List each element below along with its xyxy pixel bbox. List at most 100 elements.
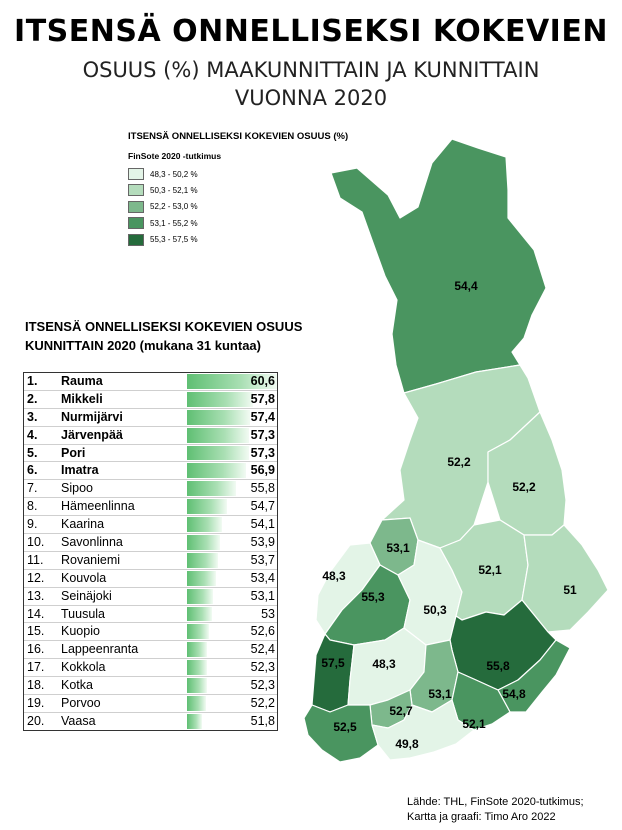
legend-swatch <box>128 233 144 246</box>
value-bar <box>187 391 254 407</box>
value-label: 51,8 <box>250 713 275 728</box>
legend-label: 48,3 - 50,2 % <box>150 169 198 179</box>
value-label: 52,6 <box>250 624 275 639</box>
legend-title: ITSENSÄ ONNELLISEKSI KOKEVIEN OSUUS (%) <box>128 131 349 142</box>
value-label: 57,3 <box>250 445 275 460</box>
value-label: 52,3 <box>250 660 275 675</box>
legend-item: 48,3 - 50,2 % <box>128 166 198 182</box>
region-label: 52,2 <box>512 480 536 494</box>
value-cell: 52,3 <box>187 659 277 676</box>
value-bar <box>187 588 214 604</box>
value-label: 57,8 <box>250 391 275 406</box>
table-row: 8. Hämeenlinna 54,7 <box>24 498 277 517</box>
rank-cell: 10. <box>27 535 45 550</box>
municipality-cell: Hämeenlinna <box>61 499 135 514</box>
rank-cell: 8. <box>27 499 38 514</box>
table-row: 1. Rauma 60,6 <box>24 373 277 391</box>
value-label: 55,8 <box>250 481 275 496</box>
value-label: 57,4 <box>250 409 275 424</box>
table-row: 16. Lappeenranta 52,4 <box>24 641 277 660</box>
value-label: 53 <box>261 606 275 621</box>
legend-item: 53,1 - 55,2 % <box>128 215 198 231</box>
value-bar <box>187 552 219 568</box>
region-satakunta <box>311 633 355 713</box>
value-label: 53,4 <box>250 570 275 585</box>
value-cell: 54,7 <box>187 498 277 515</box>
value-bar <box>187 481 237 497</box>
value-label: 54,1 <box>250 517 275 532</box>
region-label: 54,8 <box>502 687 526 701</box>
value-cell: 53,9 <box>187 534 277 551</box>
value-cell: 51,8 <box>187 713 277 730</box>
legend-swatch <box>128 168 144 180</box>
region-label: 51 <box>563 583 577 597</box>
region-label: 49,8 <box>395 737 419 751</box>
legend-label: 55,3 - 57,5 % <box>150 235 198 245</box>
value-bar <box>187 517 222 533</box>
source-line-1: Lähde: THL, FinSote 2020-tutkimus; <box>407 796 584 808</box>
source-note: Lähde: THL, FinSote 2020-tutkimus; Kartt… <box>407 795 584 825</box>
source-line-2: Kartta ja graafi: Timo Aro 2022 <box>407 811 556 823</box>
table-title-line-1: ITSENSÄ ONNELLISEKSI KOKEVIEN OSUUS <box>25 319 303 334</box>
region-label: 52,7 <box>389 704 413 718</box>
value-cell: 52,6 <box>187 623 277 640</box>
region-pohjois-karjala <box>521 524 609 633</box>
region-label: 53,1 <box>386 541 410 555</box>
table-row: 9. Kaarina 54,1 <box>24 516 277 535</box>
table-row: 11. Rovaniemi 53,7 <box>24 552 277 570</box>
value-cell: 52,3 <box>187 677 277 694</box>
value-label: 53,9 <box>250 535 275 550</box>
table-row: 3. Nurmijärvi 57,4 <box>24 409 277 427</box>
value-cell: 56,9 <box>187 462 277 479</box>
rank-cell: 2. <box>27 391 38 406</box>
value-cell: 57,4 <box>187 409 277 426</box>
table-row: 20. Vaasa 51,8 <box>24 713 277 730</box>
table-row: 4. Järvenpää 57,3 <box>24 427 277 445</box>
region-label: 57,5 <box>321 656 345 670</box>
subtitle-line-2: VUONNA 2020 <box>234 86 388 110</box>
value-cell: 57,8 <box>187 391 277 408</box>
region-label: 54,4 <box>454 279 478 293</box>
table-row: 5. Pori 57,3 <box>24 445 277 463</box>
table-row: 18. Kotka 52,3 <box>24 677 277 696</box>
value-bar <box>187 642 208 658</box>
municipality-cell: Savonlinna <box>61 535 123 550</box>
municipality-cell: Kaarina <box>61 517 105 532</box>
value-bar <box>187 624 210 640</box>
value-bar <box>187 499 227 515</box>
rank-cell: 15. <box>27 624 45 639</box>
value-label: 56,9 <box>250 463 275 478</box>
value-cell: 53,7 <box>187 552 277 569</box>
value-label: 54,7 <box>250 499 275 514</box>
value-cell: 52,4 <box>187 641 277 658</box>
region-label: 53,1 <box>428 687 452 701</box>
table-title: ITSENSÄ ONNELLISEKSI KOKEVIEN OSUUS KUNN… <box>25 317 302 355</box>
municipality-cell: Pori <box>61 445 86 460</box>
value-bar <box>187 678 207 694</box>
value-cell: 57,3 <box>187 445 277 462</box>
subtitle-line-1: OSUUS (%) MAAKUNNITTAIN JA KUNNITTAIN <box>82 58 540 82</box>
rank-cell: 18. <box>27 678 45 693</box>
municipality-cell: Kokkola <box>61 660 106 675</box>
legend-swatch <box>128 217 144 230</box>
value-cell: 54,1 <box>187 516 277 533</box>
rank-cell: 4. <box>27 427 38 442</box>
rank-cell: 5. <box>27 445 38 460</box>
table-row: 6. Imatra 56,9 <box>24 462 277 481</box>
rank-cell: 20. <box>27 713 45 728</box>
rank-cell: 1. <box>27 374 38 388</box>
legend: 48,3 - 50,2 % 50,3 - 52,1 % 52,2 - 53,0 % 5… <box>128 166 198 248</box>
municipality-cell: Mikkeli <box>61 391 103 406</box>
municipality-cell: Rovaniemi <box>61 552 121 567</box>
value-bar <box>187 409 250 425</box>
value-cell: 53,4 <box>187 570 277 587</box>
table-row: 7. Sipoo 55,8 <box>24 480 277 499</box>
municipality-cell: Nurmijärvi <box>61 409 123 424</box>
value-bar <box>187 696 206 711</box>
value-label: 53,7 <box>250 552 275 567</box>
value-label: 52,2 <box>250 696 275 711</box>
municipality-cell: Lappeenranta <box>61 642 139 657</box>
value-bar <box>187 427 249 443</box>
region-label: 55,3 <box>361 590 385 604</box>
